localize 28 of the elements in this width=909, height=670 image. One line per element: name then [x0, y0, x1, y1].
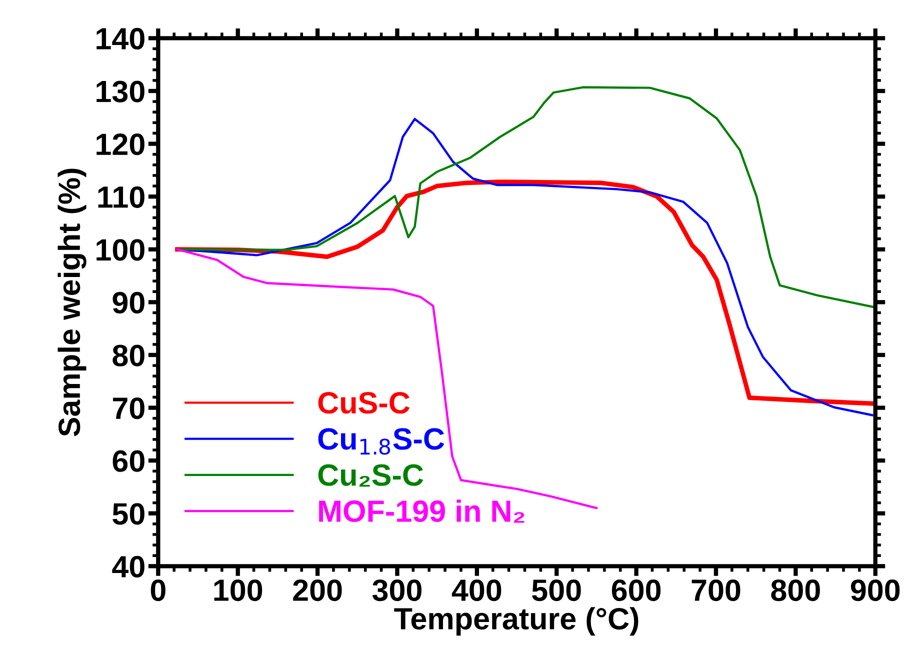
x-tick-label: 500	[532, 579, 581, 602]
x-tick-label: 300	[372, 579, 422, 602]
line-series	[176, 86, 874, 308]
y-tick-label: 60	[112, 450, 144, 472]
y-tick-label: 130	[96, 80, 144, 102]
x-axis-title: Temperature (°C)	[394, 607, 638, 636]
y-tick-label: 80	[112, 344, 144, 366]
legend-label: CuS-C	[318, 392, 410, 414]
y-tick-label: 70	[112, 397, 144, 420]
y-tick-label: 90	[112, 292, 144, 314]
x-tick-label: 0	[150, 579, 166, 602]
x-tick-label: 600	[612, 579, 661, 602]
legend-label: Cu$_{1.8}$S-C	[318, 428, 444, 455]
y-tick-label: 40	[112, 556, 144, 578]
x-tick-label: 700	[692, 579, 740, 602]
y-tick-label: 50	[112, 503, 144, 525]
legend-label: MOF-199 in N₂	[319, 500, 524, 523]
y-tick-label: 110	[98, 186, 144, 208]
x-tick-label: 400	[452, 579, 502, 602]
y-tick-label: 100	[96, 239, 144, 261]
legend-label: Cu₂S-C	[318, 464, 424, 487]
y-tick-label: 120	[96, 134, 144, 156]
y-tick-label: 140	[96, 28, 144, 50]
x-tick-label: 900	[850, 579, 900, 602]
x-tick-label: 800	[771, 579, 820, 602]
y-axis-title: Sample weight (%)	[58, 168, 86, 436]
x-tick-label: 100	[214, 579, 262, 602]
x-tick-label: 200	[293, 579, 342, 602]
